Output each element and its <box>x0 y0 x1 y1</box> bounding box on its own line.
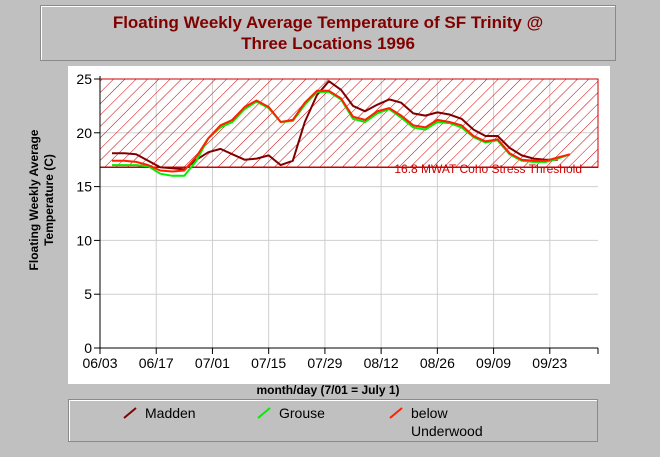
threshold-label: 16.8 MWAT Coho Stress Threshold <box>394 162 582 176</box>
y-axis-label-line-1: Floating Weekly Average <box>27 129 41 270</box>
legend-label-grouse: Grouse <box>279 405 325 421</box>
legend: Madden Grouse below Underwood <box>68 399 598 442</box>
y-tick-label: 25 <box>76 71 92 87</box>
chart-title-line-2: Three Locations 1996 <box>241 34 415 53</box>
x-tick-label: 07/29 <box>307 355 342 371</box>
y-axis-label-line-2: Temperature (C) <box>42 154 56 246</box>
x-tick-label: 09/09 <box>476 355 511 371</box>
x-tick-label: 06/03 <box>82 355 117 371</box>
chart-title: Floating Weekly Average Temperature of S… <box>40 5 616 61</box>
x-tick-label: 07/15 <box>251 355 286 371</box>
x-tick-label: 08/26 <box>420 355 455 371</box>
x-tick-label: 08/12 <box>364 355 399 371</box>
x-tick-label: 09/23 <box>532 355 567 371</box>
x-axis-label: month/day (7/01 = July 1) <box>256 383 399 397</box>
y-tick-label: 15 <box>76 179 92 195</box>
legend-label-below-underwood: below Underwood <box>411 405 483 439</box>
y-tick-label: 10 <box>76 232 92 248</box>
series-line-below-underwood <box>112 89 571 173</box>
chart-title-line-1: Floating Weekly Average Temperature of S… <box>112 13 544 32</box>
y-tick-label: 5 <box>84 286 92 302</box>
x-tick-label: 07/01 <box>195 355 230 371</box>
threshold-zone <box>99 78 599 168</box>
y-tick-label: 20 <box>76 125 92 141</box>
x-tick-label: 06/17 <box>139 355 174 371</box>
legend-label-madden: Madden <box>145 405 196 421</box>
y-tick-label: 0 <box>84 340 92 356</box>
